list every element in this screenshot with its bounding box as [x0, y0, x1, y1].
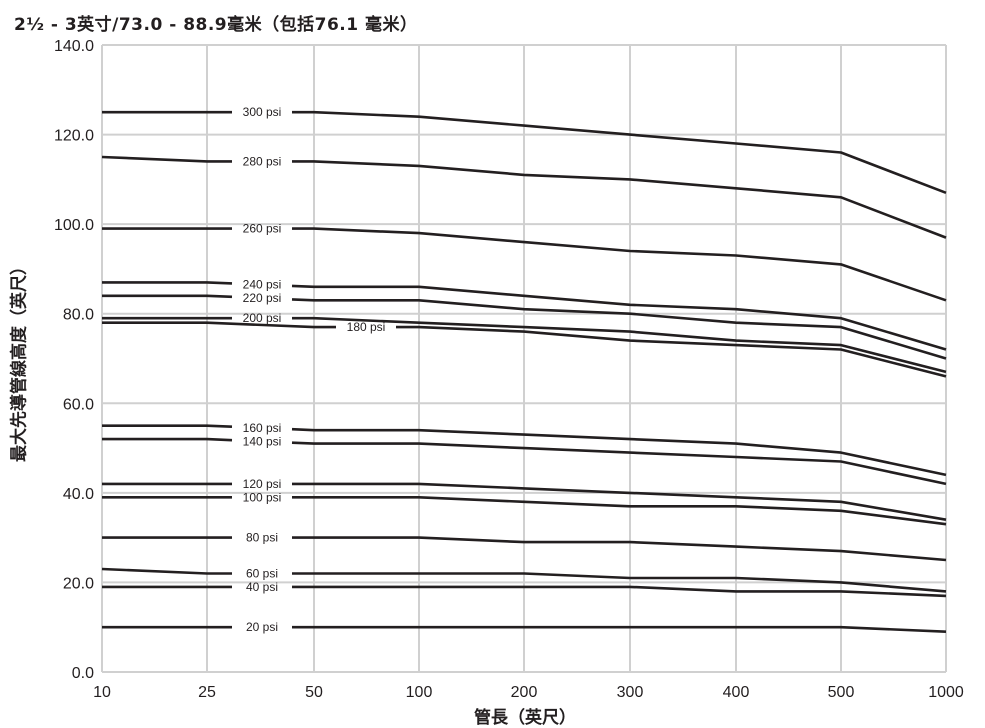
series-line [291, 441, 947, 486]
series-line [292, 227, 947, 302]
x-tick-label: 1000 [928, 684, 964, 701]
x-tick-label: 500 [828, 684, 855, 701]
series-line [101, 155, 232, 163]
series-label: 280 psi [243, 154, 282, 168]
series-label: 300 psi [243, 105, 282, 119]
x-tick-label: 400 [723, 684, 750, 701]
series-line [102, 424, 233, 428]
y-tick-label: 80.0 [63, 307, 94, 324]
series-label: 240 psi [243, 278, 282, 292]
series-line [292, 316, 947, 374]
y-tick-label: 120.0 [54, 128, 94, 145]
series-line [291, 427, 947, 477]
series-label: 40 psi [246, 580, 278, 594]
series-label: 180 psi [347, 320, 386, 334]
series-line [396, 325, 947, 378]
x-tick-label: 100 [406, 684, 433, 701]
series-line [292, 496, 947, 526]
series-label: 80 psi [246, 531, 278, 545]
series-line [102, 294, 233, 299]
series-line [292, 625, 947, 633]
series-label: 260 psi [243, 222, 282, 236]
y-tick-label: 40.0 [63, 486, 94, 503]
series-line [102, 437, 233, 442]
series-line [101, 567, 232, 575]
x-tick-label: 50 [305, 684, 323, 701]
series-line [291, 298, 947, 360]
series-line [292, 536, 947, 562]
x-tick-label: 10 [93, 684, 111, 701]
series-label: 60 psi [246, 566, 278, 580]
y-tick-label: 0.0 [72, 665, 94, 682]
y-tick-label: 20.0 [63, 575, 94, 592]
y-tick-label: 140.0 [54, 38, 94, 55]
series-label: 200 psi [243, 311, 282, 325]
series-label: 220 psi [243, 291, 282, 305]
series-line [291, 284, 947, 351]
y-tick-label: 100.0 [54, 217, 94, 234]
series-line [102, 281, 233, 285]
x-tick-label: 25 [198, 684, 216, 701]
x-tick-label: 300 [617, 684, 644, 701]
y-tick-label: 60.0 [63, 396, 94, 413]
series-label: 160 psi [243, 421, 282, 435]
series-line [102, 321, 336, 329]
x-tick-label: 200 [511, 684, 538, 701]
x-axis-label: 管長（英尺） [474, 708, 576, 728]
series-line [292, 572, 947, 593]
series-line [292, 482, 947, 521]
series-line [292, 110, 947, 195]
series-label: 140 psi [243, 434, 282, 448]
chart-title: 2½ - 3英寸/73.0 - 88.9毫米（包括76.1 毫米） [14, 15, 418, 35]
series-label: 100 psi [243, 490, 282, 504]
series-line [292, 585, 947, 598]
series-label: 20 psi [246, 620, 278, 634]
series-line [292, 160, 947, 239]
series-label: 120 psi [243, 477, 282, 491]
